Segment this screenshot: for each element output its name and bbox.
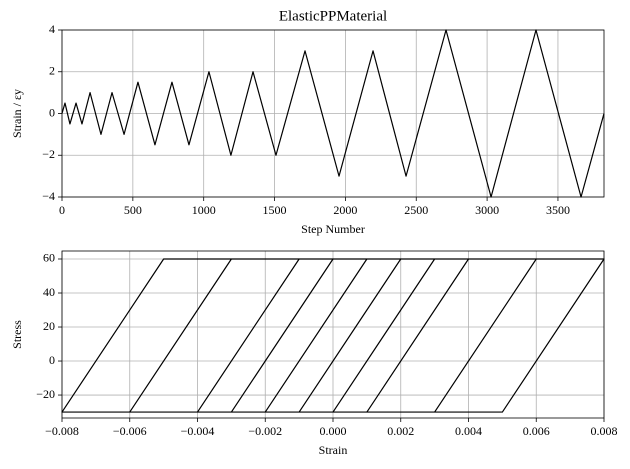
x-tick-label: −0.008 [45, 424, 79, 438]
plot-frame [61, 29, 605, 198]
x-tick-label: 0.000 [320, 424, 347, 438]
x-tick-label: 3500 [546, 203, 570, 217]
x-tick-label: −0.004 [181, 424, 215, 438]
x-tick-label: 3000 [475, 203, 499, 217]
y-tick-label: 2 [49, 64, 55, 78]
y-axis-label: Strain / εy [10, 89, 24, 138]
y-tick-label: 0 [49, 105, 55, 119]
x-tick-label: 500 [124, 203, 142, 217]
x-tick-label: 0.004 [455, 424, 482, 438]
data-line [61, 29, 605, 198]
x-tick-label: −0.006 [113, 424, 147, 438]
x-tick-label: 0.006 [523, 424, 550, 438]
y-tick-label: 4 [49, 22, 55, 36]
y-tick-label: −2 [42, 147, 55, 161]
x-tick-label: 1500 [263, 203, 287, 217]
x-tick-label: 0.002 [387, 424, 414, 438]
y-tick-label: −20 [36, 387, 55, 401]
x-tick-label: 0 [59, 203, 65, 217]
y-tick-label: −4 [42, 189, 55, 203]
y-tick-label: 40 [43, 285, 55, 299]
x-axis-label: Strain [319, 443, 348, 457]
data-line [61, 258, 605, 413]
x-tick-label: 2000 [333, 203, 357, 217]
y-axis-label: Stress [10, 320, 24, 349]
x-tick-label: 2500 [404, 203, 428, 217]
chart-title: ElasticPPMaterial [279, 8, 387, 24]
y-tick-label: 0 [49, 353, 55, 367]
x-tick-label: 0.008 [591, 424, 618, 438]
y-tick-label: 20 [43, 319, 55, 333]
x-tick-label: −0.002 [248, 424, 282, 438]
y-tick-label: 60 [43, 251, 55, 265]
plot-frame [61, 250, 605, 419]
x-tick-label: 1000 [192, 203, 216, 217]
x-axis-label: Step Number [301, 222, 365, 236]
